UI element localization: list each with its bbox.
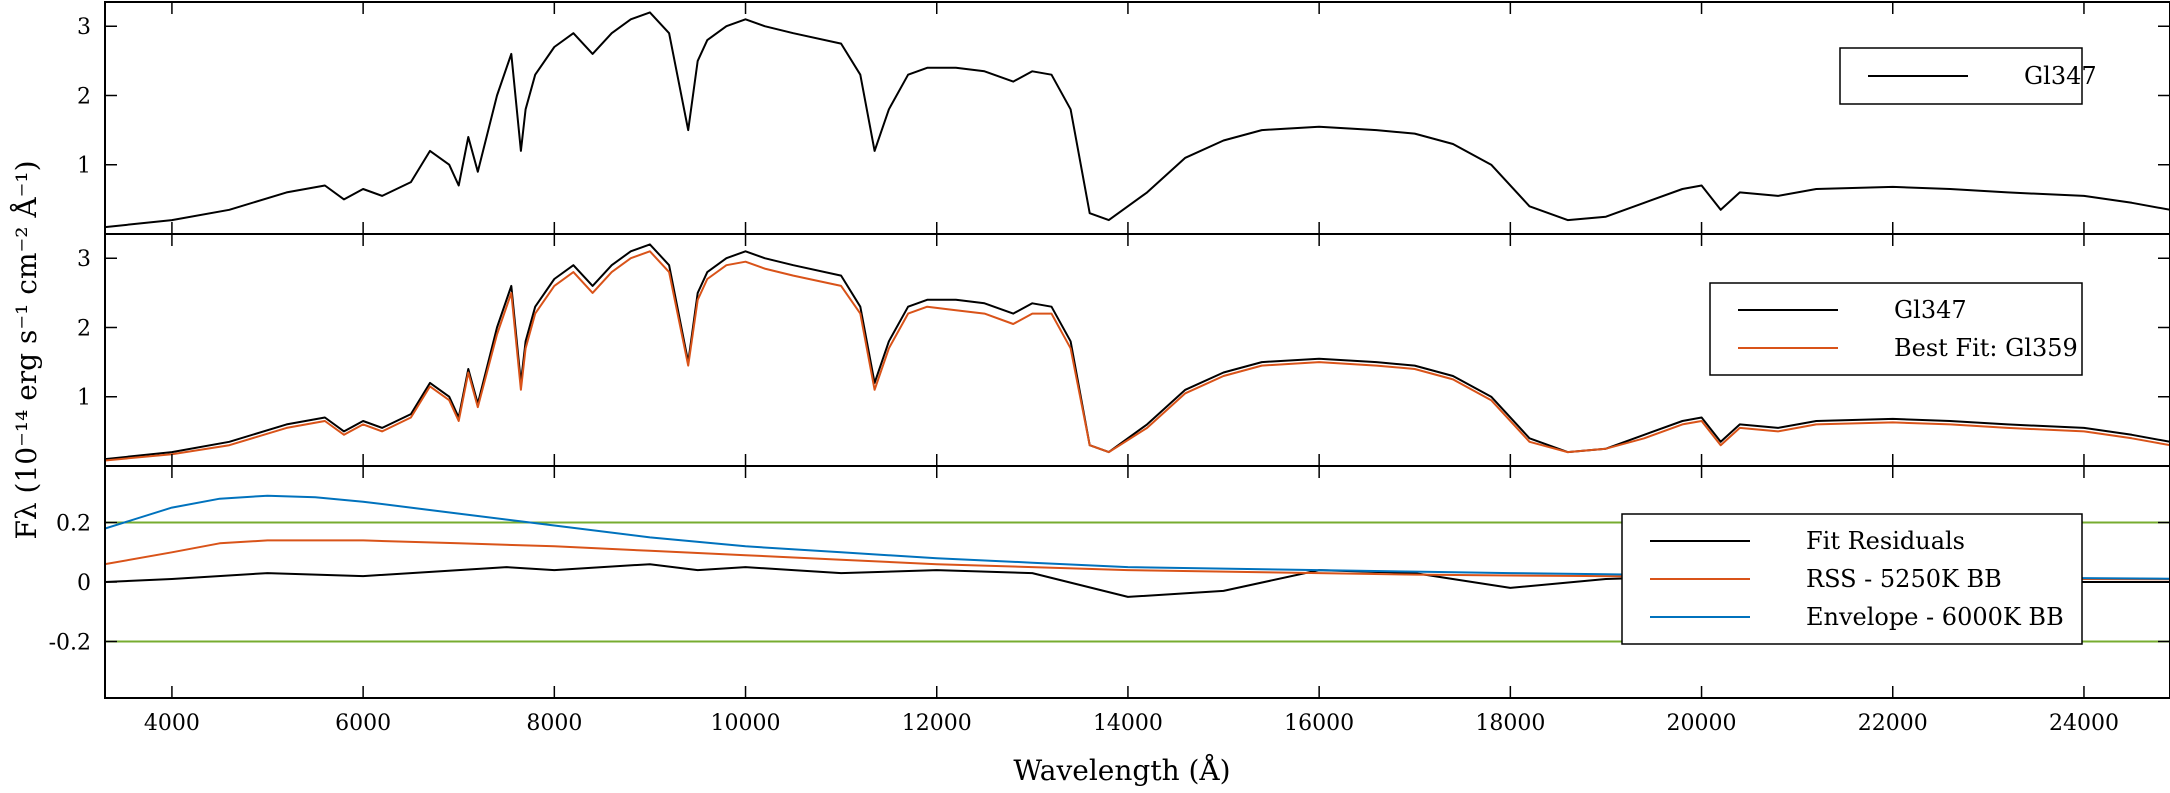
panel-3: -0.2 0 0.2 Fit Residuals RSS - 5250K BB Envel… (49, 465, 2170, 699)
y-axis-title: Fλ (10⁻¹⁴ erg s⁻¹ cm⁻² Å⁻¹) (10, 160, 43, 539)
legend: Gl347 Best Fit: Gl359 (1709, 282, 2083, 376)
y-tick-label: 3 (77, 247, 91, 272)
y-tick-label: 2 (77, 316, 91, 341)
x-tick-label: 22000 (1858, 711, 1928, 736)
legend-label: Best Fit: Gl359 (1894, 334, 2078, 362)
y-tick-label: 0.2 (56, 512, 91, 537)
x-tick-label: 18000 (1475, 711, 1545, 736)
legend: Fit Residuals RSS - 5250K BB Envelope - 60… (1621, 513, 2083, 645)
x-tick-label: 12000 (902, 711, 972, 736)
x-tick-label: 20000 (1667, 711, 1737, 736)
panel-plot-area (105, 243, 2170, 462)
legend-label: Gl347 (2024, 62, 2097, 90)
y-tick-label: 1 (77, 386, 91, 411)
x-tick-label: 4000 (144, 711, 200, 736)
series-line-2 (105, 250, 2170, 462)
legend-label: Envelope - 6000K BB (1806, 603, 2064, 631)
y-tick-label: 0 (77, 571, 91, 596)
x-tick-label: 16000 (1284, 711, 1354, 736)
legend-label: Gl347 (1894, 296, 1967, 324)
legend-label: Fit Residuals (1806, 527, 1965, 555)
legend-box (1709, 282, 2083, 376)
x-tick-label: 8000 (526, 711, 582, 736)
x-tick-label: 24000 (2049, 711, 2119, 736)
panel-2: 1 2 3 Gl347 Best Fit: Gl359 (77, 233, 2170, 467)
y-tick-label: -0.2 (49, 630, 91, 655)
panel-1: 1 2 3 Gl347 (77, 1, 2170, 235)
x-tick-label: 14000 (1093, 711, 1163, 736)
legend-label: RSS - 5250K BB (1806, 565, 2002, 593)
y-tick-label: 2 (77, 84, 91, 109)
y-tick-label: 1 (77, 154, 91, 179)
x-tick-label: 10000 (711, 711, 781, 736)
panel-plot-area (105, 11, 2170, 229)
x-tick-label: 6000 (335, 711, 391, 736)
series-line-1 (105, 11, 2170, 229)
y-tick-label: 3 (77, 15, 91, 40)
legend: Gl347 (1839, 47, 2097, 105)
x-axis-title: Wavelength (Å) (1013, 754, 1230, 787)
